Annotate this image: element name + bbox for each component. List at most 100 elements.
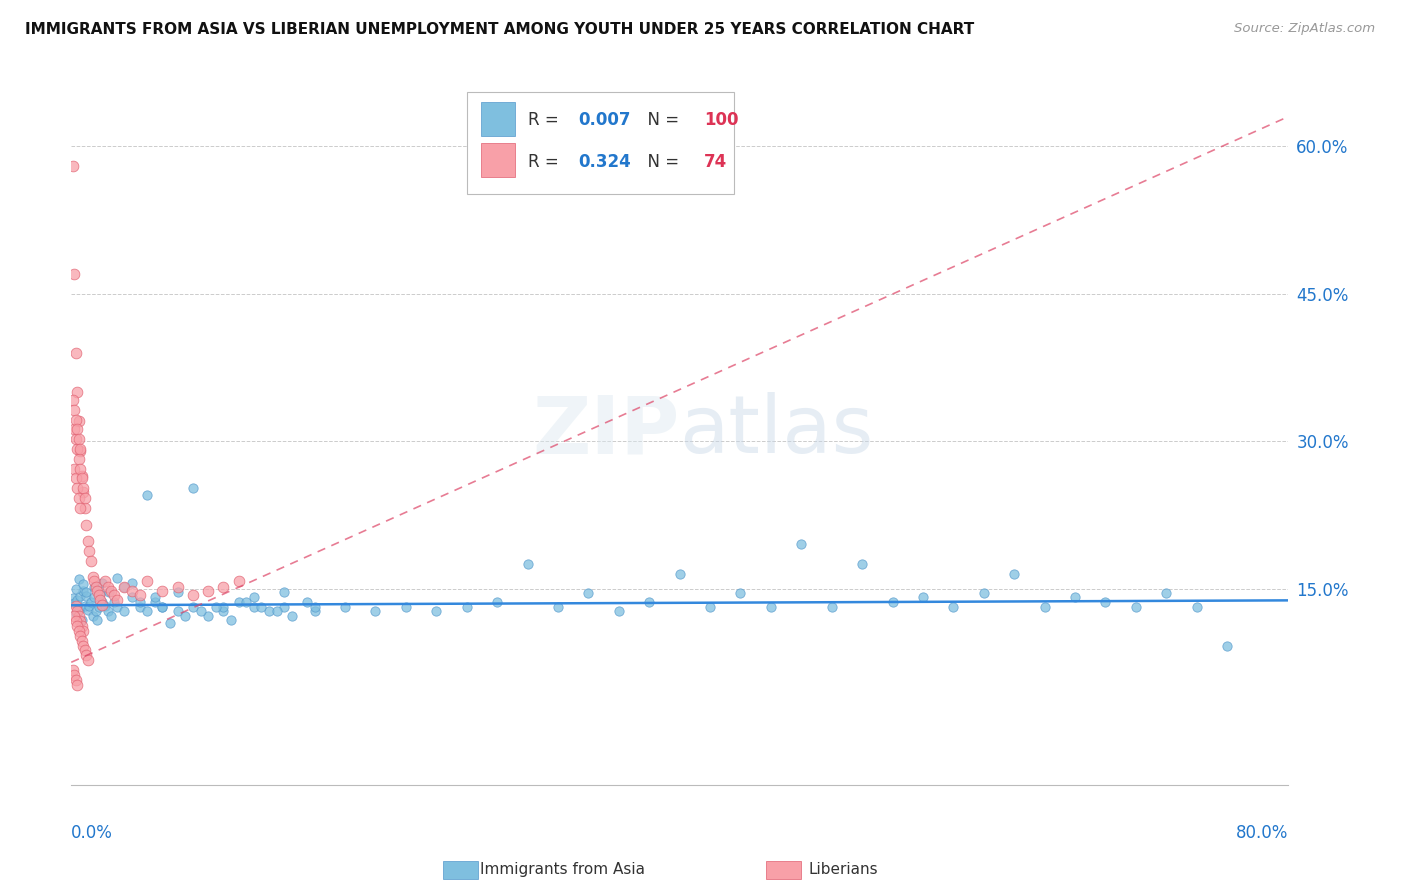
Point xyxy=(98,584,121,599)
Point xyxy=(86,613,108,627)
Point xyxy=(73,643,96,657)
Point xyxy=(75,590,97,604)
Point xyxy=(212,580,235,594)
Point xyxy=(77,653,100,667)
Point xyxy=(105,571,128,585)
Point xyxy=(77,603,100,617)
Point xyxy=(65,412,87,426)
Point xyxy=(90,599,112,613)
Point xyxy=(66,593,89,607)
Point xyxy=(212,604,235,618)
Point xyxy=(103,595,125,609)
Point xyxy=(62,392,84,407)
Point xyxy=(942,600,965,615)
Bar xyxy=(481,103,516,136)
Point xyxy=(65,432,87,446)
Text: Source: ZipAtlas.com: Source: ZipAtlas.com xyxy=(1234,22,1375,36)
Point xyxy=(73,491,96,505)
Point xyxy=(136,574,159,588)
Point xyxy=(105,593,128,607)
Point xyxy=(65,614,87,628)
Point xyxy=(75,648,97,663)
Point xyxy=(1033,600,1056,615)
Point xyxy=(143,595,166,609)
Point xyxy=(63,461,86,475)
Point xyxy=(87,600,110,615)
Point xyxy=(128,589,150,603)
Point xyxy=(63,609,86,624)
Point xyxy=(190,604,212,618)
Point xyxy=(973,586,995,600)
Point xyxy=(114,604,136,618)
Point xyxy=(63,668,86,682)
Point xyxy=(80,595,103,609)
Point xyxy=(63,267,86,281)
Point xyxy=(1185,600,1208,615)
Point xyxy=(62,591,84,606)
Point xyxy=(97,580,120,594)
Point xyxy=(93,599,115,614)
Text: N =: N = xyxy=(637,111,685,129)
Point xyxy=(486,595,509,609)
Point xyxy=(73,500,96,515)
Text: atlas: atlas xyxy=(679,392,875,470)
Point xyxy=(304,600,326,615)
Point xyxy=(90,595,112,609)
Point xyxy=(1002,566,1025,581)
Point xyxy=(67,603,90,617)
Point xyxy=(456,600,478,615)
Point xyxy=(851,557,873,571)
Point xyxy=(295,595,318,609)
Point xyxy=(63,402,86,417)
Point xyxy=(273,600,295,615)
Text: ZIP: ZIP xyxy=(533,392,679,470)
Point xyxy=(114,580,136,594)
Bar xyxy=(481,143,516,177)
Point xyxy=(65,673,87,687)
Point xyxy=(638,595,661,609)
Point xyxy=(304,604,326,618)
Point xyxy=(72,583,94,598)
Point xyxy=(1064,591,1087,605)
Point xyxy=(77,534,100,549)
Point xyxy=(219,613,242,627)
Point xyxy=(576,586,599,600)
Point xyxy=(882,595,904,609)
Point xyxy=(143,591,166,605)
Point xyxy=(136,604,159,618)
Point xyxy=(266,604,288,618)
Point xyxy=(100,609,122,624)
Point xyxy=(63,422,86,436)
Point xyxy=(62,159,84,173)
Point xyxy=(70,633,93,648)
Point xyxy=(911,591,934,605)
Point xyxy=(607,604,630,618)
Point xyxy=(257,604,280,618)
Point xyxy=(67,415,90,429)
Point xyxy=(1216,639,1239,653)
Point xyxy=(166,604,188,618)
Point xyxy=(79,599,101,614)
FancyBboxPatch shape xyxy=(467,92,734,194)
Point xyxy=(65,599,87,614)
Point xyxy=(281,609,304,624)
Point xyxy=(84,604,107,618)
Text: 0.007: 0.007 xyxy=(579,111,631,129)
Point xyxy=(63,596,86,610)
Point xyxy=(242,600,264,615)
Point xyxy=(72,485,94,500)
Point xyxy=(159,615,181,630)
Text: 80.0%: 80.0% xyxy=(1236,824,1288,842)
Point xyxy=(65,582,87,596)
Point xyxy=(72,639,94,653)
Point xyxy=(174,609,197,624)
Point xyxy=(89,587,111,601)
Point xyxy=(66,422,89,436)
Point xyxy=(128,595,150,609)
Point xyxy=(72,481,94,495)
Point xyxy=(75,517,97,532)
Point xyxy=(87,589,110,603)
Point xyxy=(121,583,143,598)
Point xyxy=(86,583,108,598)
Point xyxy=(333,600,356,615)
